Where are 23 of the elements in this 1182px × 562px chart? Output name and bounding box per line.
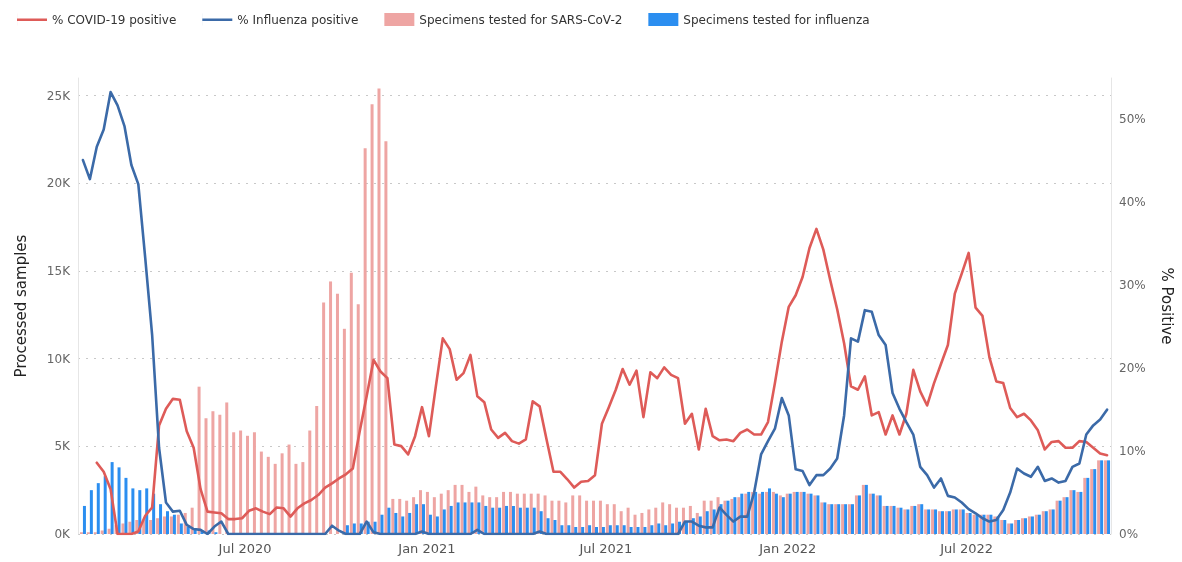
y-tick-label: 0K <box>54 527 72 541</box>
y2-tick-label: 10% <box>1119 444 1146 459</box>
x-tick-label: Jan 2022 <box>758 541 817 556</box>
y2-tick-label: 0% <box>1119 527 1139 541</box>
y2-tick-label: 50% <box>1119 112 1146 127</box>
x-tick-label: Jul 2020 <box>217 541 272 556</box>
y-tick-label: 10K <box>46 351 72 366</box>
y2-tick-label: 30% <box>1119 278 1146 293</box>
y-tick-label: 5K <box>54 439 72 454</box>
y2-tick-label: 20% <box>1119 361 1146 376</box>
y-tick-label: 20K <box>46 176 72 191</box>
x-tick-label: Jan 2021 <box>397 541 456 556</box>
y2-axis-title: % Positive <box>1157 267 1176 345</box>
legend-label: Specimens tested for influenza <box>683 12 870 27</box>
y-axis-title: Processed samples <box>11 234 30 378</box>
x-tick-label: Jul 2022 <box>939 541 994 556</box>
legend-label: % Influenza positive <box>237 12 359 27</box>
x-tick-label: Jul 2021 <box>578 541 633 556</box>
y-tick-label: 15K <box>46 263 72 278</box>
legend-label: Specimens tested for SARS-CoV-2 <box>419 12 623 27</box>
legend-label: % COVID-19 positive <box>52 12 177 27</box>
y2-tick-label: 40% <box>1119 195 1146 210</box>
y-tick-label: 25K <box>46 88 72 103</box>
